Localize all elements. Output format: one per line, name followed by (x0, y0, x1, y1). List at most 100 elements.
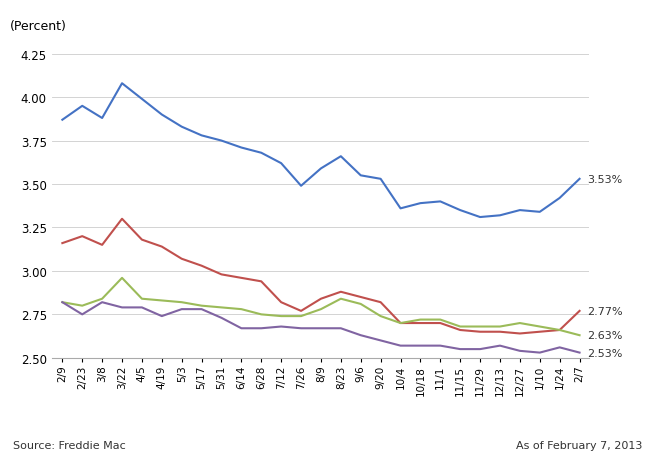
5-1 ARM (576, 333, 584, 338)
30-yr FRM (496, 213, 504, 218)
5-1 ARM (317, 307, 325, 312)
5-1 ARM (337, 297, 345, 302)
30-yr FRM (457, 208, 464, 213)
15-yr FRM (79, 234, 86, 240)
Text: 2.77%: 2.77% (588, 306, 623, 316)
30-yr FRM (536, 210, 544, 215)
15-yr FRM (457, 328, 464, 333)
1-yr ARM (555, 345, 563, 350)
5-1 ARM (476, 324, 484, 330)
30-yr FRM (476, 215, 484, 220)
5-1 ARM (217, 305, 225, 310)
15-yr FRM (138, 237, 146, 243)
5-1 ARM (396, 320, 404, 326)
30-yr FRM (238, 146, 246, 151)
1-yr ARM (158, 313, 166, 319)
1-yr ARM (457, 347, 464, 352)
30-yr FRM (198, 133, 206, 139)
15-yr FRM (317, 297, 325, 302)
30-yr FRM (555, 196, 563, 201)
5-1 ARM (555, 328, 563, 333)
30-yr FRM (417, 201, 424, 207)
30-yr FRM (436, 199, 444, 205)
5-1 ARM (277, 313, 285, 319)
30-yr FRM (516, 208, 524, 213)
15-yr FRM (357, 295, 365, 300)
30-yr FRM (317, 166, 325, 172)
Text: Source: Freddie Mac: Source: Freddie Mac (13, 440, 126, 450)
5-1 ARM (377, 313, 384, 319)
1-yr ARM (436, 343, 444, 349)
1-yr ARM (178, 307, 185, 312)
30-yr FRM (98, 116, 106, 122)
5-1 ARM (98, 297, 106, 302)
Text: As of February 7, 2013: As of February 7, 2013 (515, 440, 642, 450)
15-yr FRM (277, 300, 285, 305)
5-1 ARM (58, 300, 66, 305)
5-1 ARM (257, 312, 265, 318)
Line: 5-1 ARM: 5-1 ARM (62, 278, 580, 336)
15-yr FRM (257, 279, 265, 285)
1-yr ARM (58, 300, 66, 305)
1-yr ARM (118, 305, 126, 310)
15-yr FRM (217, 272, 225, 278)
15-yr FRM (98, 242, 106, 248)
15-yr FRM (496, 329, 504, 335)
1-yr ARM (496, 343, 504, 349)
5-1 ARM (178, 300, 185, 305)
1-yr ARM (476, 347, 484, 352)
15-yr FRM (297, 308, 305, 314)
30-yr FRM (337, 154, 345, 160)
5-1 ARM (158, 298, 166, 303)
15-yr FRM (158, 244, 166, 250)
15-yr FRM (476, 329, 484, 335)
1-yr ARM (297, 326, 305, 331)
Legend: 30-yr FRM, 15-yr FRM, 5-1 ARM, 1-yr ARM: 30-yr FRM, 15-yr FRM, 5-1 ARM, 1-yr ARM (112, 458, 530, 459)
1-yr ARM (536, 350, 544, 356)
15-yr FRM (198, 263, 206, 269)
30-yr FRM (257, 151, 265, 156)
30-yr FRM (377, 177, 384, 182)
15-yr FRM (337, 289, 345, 295)
1-yr ARM (257, 326, 265, 331)
1-yr ARM (317, 326, 325, 331)
Line: 15-yr FRM: 15-yr FRM (62, 219, 580, 334)
1-yr ARM (377, 338, 384, 343)
15-yr FRM (396, 320, 404, 326)
5-1 ARM (138, 297, 146, 302)
15-yr FRM (238, 275, 246, 281)
1-yr ARM (417, 343, 424, 349)
5-1 ARM (536, 324, 544, 330)
1-yr ARM (98, 300, 106, 305)
5-1 ARM (238, 307, 246, 312)
1-yr ARM (198, 307, 206, 312)
30-yr FRM (178, 125, 185, 130)
Text: 2.63%: 2.63% (588, 330, 623, 341)
5-1 ARM (357, 302, 365, 307)
15-yr FRM (516, 331, 524, 336)
15-yr FRM (536, 329, 544, 335)
1-yr ARM (79, 312, 86, 318)
1-yr ARM (238, 326, 246, 331)
15-yr FRM (555, 328, 563, 333)
30-yr FRM (79, 104, 86, 109)
15-yr FRM (576, 308, 584, 314)
30-yr FRM (277, 161, 285, 167)
Text: (Percent): (Percent) (9, 21, 66, 34)
Text: 2.53%: 2.53% (588, 348, 623, 358)
30-yr FRM (217, 139, 225, 144)
Text: 3.53%: 3.53% (588, 174, 623, 185)
5-1 ARM (198, 303, 206, 309)
15-yr FRM (178, 257, 185, 262)
1-yr ARM (576, 350, 584, 356)
5-1 ARM (496, 324, 504, 330)
Line: 1-yr ARM: 1-yr ARM (62, 302, 580, 353)
15-yr FRM (436, 320, 444, 326)
30-yr FRM (396, 206, 404, 212)
15-yr FRM (377, 300, 384, 305)
30-yr FRM (357, 173, 365, 179)
30-yr FRM (297, 184, 305, 189)
1-yr ARM (396, 343, 404, 349)
30-yr FRM (118, 81, 126, 87)
30-yr FRM (138, 97, 146, 102)
